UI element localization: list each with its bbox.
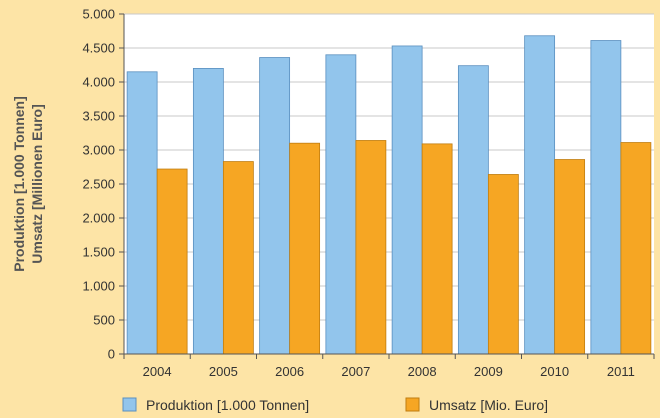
bar-produktion-2007 xyxy=(325,54,357,355)
legend-swatch-umsatz xyxy=(405,397,420,412)
y-axis-title: Produktion [1.000 Tonnen] Umsatz [Millio… xyxy=(11,96,45,272)
bar-umsatz-2009 xyxy=(487,174,519,355)
x-tick-label: 2009 xyxy=(474,364,503,379)
bar-produktion-2004 xyxy=(126,71,158,355)
y-tick-label: 0 xyxy=(108,347,115,362)
bar-produktion-2010 xyxy=(524,35,556,355)
y-tick-label: 4.500 xyxy=(82,41,115,56)
legend: Produktion [1.000 Tonnen] Umsatz [Mio. E… xyxy=(122,397,548,413)
bar-produktion-2006 xyxy=(259,57,291,355)
x-tick-label: 2004 xyxy=(143,364,172,379)
bar-umsatz-2006 xyxy=(289,142,321,355)
x-tick-label: 2010 xyxy=(540,364,569,379)
y-tick-label: 2.000 xyxy=(82,211,115,226)
bar-produktion-2011 xyxy=(590,40,622,355)
bar-umsatz-2010 xyxy=(554,159,586,355)
x-tick-label: 2008 xyxy=(408,364,437,379)
bars xyxy=(126,35,652,355)
y-ticks: 0 500 1.000 1.500 2.000 2.500 3.000 3.500 4.000 4… xyxy=(82,7,124,362)
bar-umsatz-2007 xyxy=(355,140,387,355)
x-tick-label: 2007 xyxy=(341,364,370,379)
y-tick-label: 5.000 xyxy=(82,7,115,22)
x-tick-label: 2005 xyxy=(209,364,238,379)
bar-produktion-2009 xyxy=(457,65,489,355)
y-tick-label: 1.500 xyxy=(82,245,115,260)
bar-umsatz-2005 xyxy=(222,161,254,355)
y-tick-label: 2.500 xyxy=(82,177,115,192)
y-tick-label: 500 xyxy=(93,313,115,328)
bar-umsatz-2004 xyxy=(156,168,188,355)
x-ticks: 2004 2005 2006 2007 2008 2009 2010 2011 xyxy=(123,354,655,379)
y-axis-title-line-2: Umsatz [Millionen Euro] xyxy=(29,104,45,263)
bar-produktion-2005 xyxy=(192,68,224,355)
y-tick-label: 3.000 xyxy=(82,143,115,158)
x-tick-label: 2011 xyxy=(607,364,635,379)
y-axis-title-line-1: Produktion [1.000 Tonnen] xyxy=(11,96,27,272)
y-tick-label: 4.000 xyxy=(82,75,115,90)
legend-label-umsatz: Umsatz [Mio. Euro] xyxy=(429,397,548,413)
x-tick-label: 2006 xyxy=(275,364,304,379)
bar-umsatz-2011 xyxy=(620,142,652,355)
y-tick-label: 1.000 xyxy=(82,279,115,294)
bar-umsatz-2008 xyxy=(421,143,453,355)
bar-produktion-2008 xyxy=(391,45,423,355)
y-tick-label: 3.500 xyxy=(82,109,115,124)
legend-label-produktion: Produktion [1.000 Tonnen] xyxy=(146,397,309,413)
legend-swatch-produktion xyxy=(122,397,137,412)
